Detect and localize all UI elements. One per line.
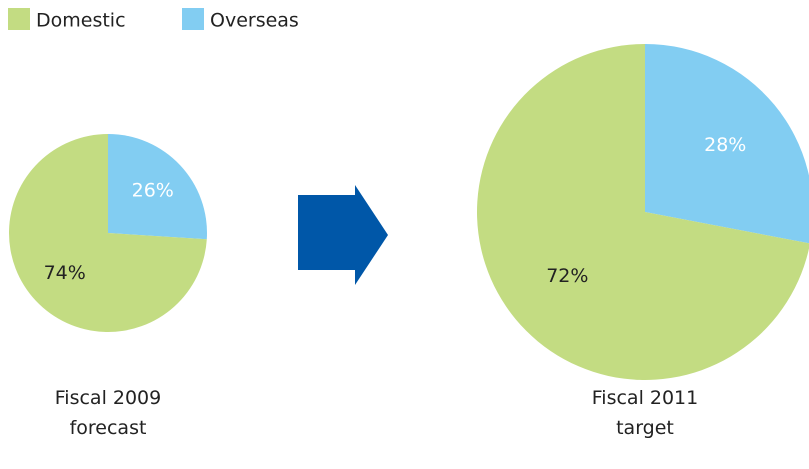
legend-swatch — [8, 8, 30, 30]
pie-slice — [108, 134, 207, 240]
chart-title: Fiscal 2011 target — [591, 387, 699, 439]
chart-title: Fiscal 2009 forecast — [54, 387, 162, 439]
data-label: 26% — [132, 179, 174, 201]
legend-label: Domestic — [36, 10, 126, 32]
pie-slice — [645, 44, 809, 244]
data-label: 28% — [704, 134, 746, 156]
pie-slice — [8, 134, 207, 333]
legend-swatch — [182, 8, 204, 30]
pie-slice — [477, 44, 809, 380]
data-label: 74% — [44, 262, 86, 284]
arrow — [298, 185, 388, 285]
data-label: 72% — [546, 265, 588, 287]
legend-label: Overseas — [210, 10, 299, 32]
